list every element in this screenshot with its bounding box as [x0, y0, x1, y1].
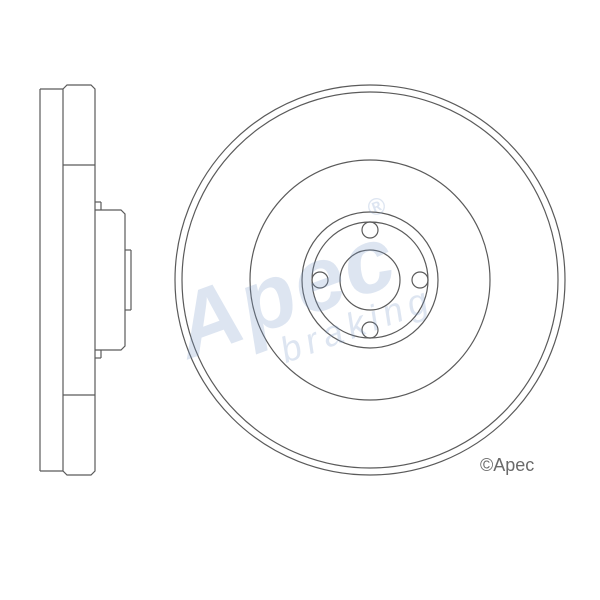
technical-drawing	[0, 0, 600, 600]
disc-hub-outer	[302, 212, 438, 348]
side-friction-face	[63, 85, 95, 475]
disc-outer-chamfer	[182, 92, 558, 468]
copyright-label: ©Apec	[480, 455, 534, 476]
disc-hub-inner	[312, 222, 428, 338]
bolt-hole-2	[312, 272, 328, 288]
diagram-canvas: Apec® braking ©Apec	[0, 0, 600, 600]
bolt-hole-0	[412, 272, 428, 288]
disc-center-bore	[340, 250, 400, 310]
disc-outer-edge	[175, 85, 565, 475]
bolt-hole-1	[362, 322, 378, 338]
side-hat-bottom	[95, 310, 125, 350]
disc-swage-ring	[250, 160, 490, 400]
side-hat-top	[95, 210, 125, 250]
bolt-hole-3	[362, 222, 378, 238]
